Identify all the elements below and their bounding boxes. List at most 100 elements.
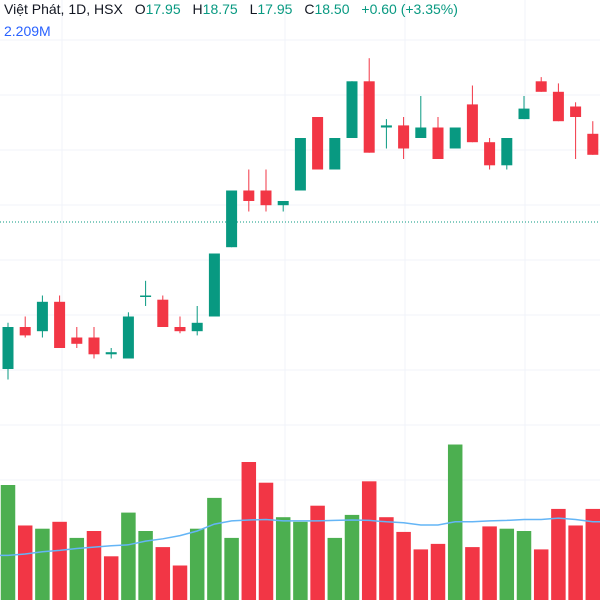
volume-bar — [52, 521, 67, 600]
volume-bar — [207, 497, 222, 600]
volume-bar — [35, 528, 50, 600]
candle-body — [243, 190, 255, 201]
candle-body — [226, 190, 238, 248]
volume-bar — [430, 543, 446, 600]
candle-body — [484, 142, 496, 166]
candle-down — [260, 169, 272, 212]
volume-bar — [138, 531, 153, 600]
candle-up — [36, 295, 48, 338]
volume-bar — [69, 537, 85, 600]
candle-down — [174, 316, 186, 334]
volume-bar — [189, 528, 205, 600]
high-key: H — [192, 1, 203, 17]
volume-bar — [17, 525, 33, 600]
candle-body — [415, 127, 427, 138]
symbol-label: Việt Phát, 1D, HSX — [4, 1, 123, 17]
candle-up — [415, 96, 427, 138]
candle-up — [294, 138, 306, 191]
candle-down — [552, 83, 564, 122]
candle-body — [312, 117, 324, 170]
candle-down — [398, 117, 410, 159]
volume-bar — [413, 549, 429, 600]
candle-body — [294, 138, 306, 191]
candle-up — [2, 322, 14, 380]
candle-down — [54, 295, 66, 348]
volume-bar — [516, 531, 532, 600]
candle-down — [71, 327, 83, 348]
candle-body — [54, 301, 66, 348]
candle-up — [449, 127, 461, 149]
volume-bar — [344, 514, 360, 600]
ohlc-legend: Việt Phát, 1D, HSX O17.95 H18.75 L17.95 … — [4, 0, 458, 18]
candle-up — [277, 201, 289, 212]
volume-bar — [103, 556, 119, 600]
volume-bar — [465, 547, 480, 600]
candle-body — [36, 301, 48, 332]
volume-bar — [258, 482, 274, 600]
volume-bar — [0, 485, 16, 600]
candle-down — [363, 58, 375, 153]
candle-body — [208, 253, 220, 317]
candle-body — [19, 327, 31, 336]
candle-body — [346, 81, 358, 138]
volume-bar — [396, 531, 411, 600]
candle-up — [140, 280, 152, 306]
candle-body — [71, 337, 83, 344]
volume-bars — [0, 444, 600, 600]
volume-bar — [482, 526, 497, 600]
candle-body — [2, 327, 14, 369]
candle-down — [466, 85, 478, 143]
change-value: +0.60 (+3.35%) — [361, 1, 458, 17]
candles — [2, 58, 599, 380]
candle-body — [535, 81, 547, 92]
candle-down — [570, 102, 582, 159]
candle-body — [122, 316, 134, 359]
volume-ma-line — [0, 517, 600, 557]
volume-bar — [585, 508, 600, 600]
candle-body — [329, 138, 341, 170]
volume-bar — [275, 517, 291, 600]
candle-down — [157, 295, 169, 327]
candle-down — [587, 121, 599, 155]
volume-bar — [551, 508, 566, 600]
candle-up — [122, 312, 134, 359]
candle-down — [243, 169, 255, 212]
candle-up — [191, 306, 203, 336]
volume-bar — [310, 505, 325, 600]
open-value: 17.95 — [145, 1, 181, 17]
candle-body — [518, 108, 530, 120]
volume-bar — [361, 481, 377, 600]
candle-body — [88, 337, 100, 355]
candle-body — [363, 81, 375, 153]
candle-body — [587, 133, 599, 155]
low-value: 17.95 — [257, 1, 293, 17]
candle-up — [346, 81, 358, 138]
volume-bar — [172, 565, 188, 600]
candle-up — [329, 138, 341, 170]
candle-body — [552, 91, 564, 122]
candle-up — [105, 348, 117, 359]
high-value: 18.75 — [202, 1, 238, 17]
candle-down — [432, 117, 444, 159]
candle-body — [380, 125, 392, 128]
volume-moving-average — [0, 517, 600, 557]
candle-up — [226, 190, 238, 248]
volume-bar — [327, 537, 343, 600]
candle-body — [570, 106, 582, 117]
open-key: O — [134, 1, 146, 17]
candle-down — [535, 77, 547, 92]
volume-bar — [499, 528, 515, 600]
volume-bar — [86, 531, 102, 600]
low-key: L — [249, 1, 258, 17]
candle-up — [501, 138, 513, 170]
candle-body — [140, 295, 152, 297]
candle-down — [19, 316, 31, 338]
candle-body — [449, 127, 461, 149]
candle-up — [380, 119, 392, 149]
candle-up — [518, 96, 530, 120]
candle-body — [277, 201, 289, 206]
candle-body — [398, 125, 410, 149]
